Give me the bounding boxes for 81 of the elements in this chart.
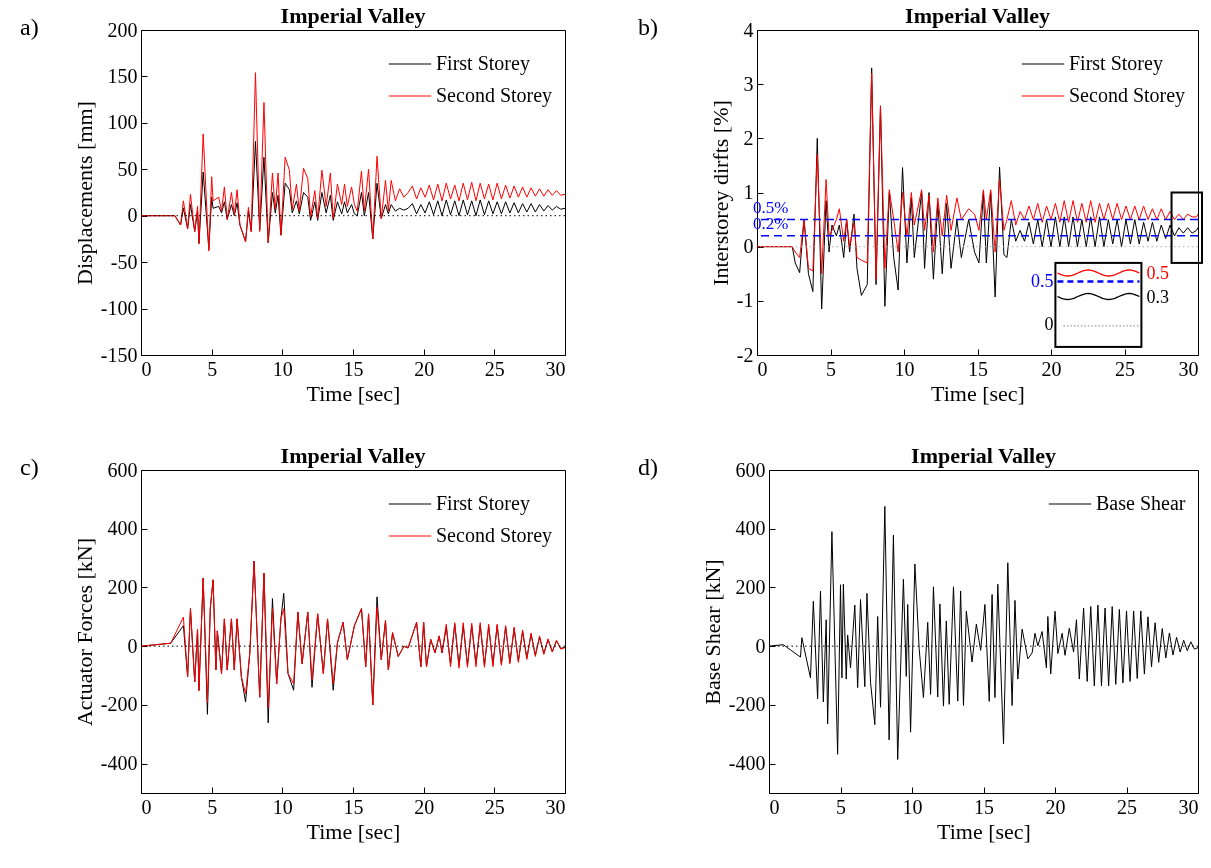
x-tick-label: 15 [974,795,994,818]
legend-label: Second Storey [1069,84,1186,107]
x-axis-title: Time [sec] [306,818,401,844]
y-tick-label: -400 [728,752,766,775]
y-axis-title: Interstorey dirfts [%] [707,100,733,286]
y-tick-label: -200 [100,693,138,716]
x-tick-label: 10 [272,795,293,818]
x-tick-label: 30 [545,795,566,818]
x-tick-label: 5 [826,357,836,380]
y-tick-label: -200 [728,693,766,716]
x-tick-label: 0 [141,795,152,818]
x-tick-label: 20 [1041,357,1062,380]
legend-label: First Storey [436,492,530,515]
y-tick-label: 2 [743,126,754,149]
y-axis-title: Displacements [mm] [71,101,97,285]
y-tick-label: 0 [755,634,766,657]
legend-label: First Storey [1069,52,1163,75]
annotation: 0.5 [1146,262,1169,283]
y-tick-label: -400 [100,752,138,775]
y-tick-label: 4 [743,18,754,41]
text: c) [20,454,39,481]
y-tick-label: 400 [735,517,766,540]
x-axis-title: Time [sec] [931,380,1025,406]
y-tick-label: -2 [736,343,754,366]
y-tick-label: 600 [107,458,138,481]
chart-title: Imperial Valley [280,3,426,28]
y-tick-label: 100 [107,111,138,134]
x-tick-label: 5 [207,357,218,380]
y-tick-label: -100 [100,297,138,320]
y-tick-label: 0 [127,204,138,227]
y-tick-label: -50 [110,250,138,273]
y-tick-label: 3 [743,72,754,95]
chart-title: Imperial Valley [280,443,426,468]
x-axis-title: Time [sec] [306,380,401,406]
legend-label: Second Storey [436,524,553,547]
y-tick-label: 400 [107,517,138,540]
y-tick-label: 0 [127,634,138,657]
text: a) [20,14,39,41]
x-tick-label: 10 [894,357,915,380]
x-tick-label: 15 [343,357,364,380]
y-tick-label: -150 [100,343,138,366]
y-tick-label: 1 [743,181,754,203]
x-tick-label: 5 [207,795,218,818]
x-tick-label: 0 [769,795,780,818]
x-tick-label: 25 [484,357,505,380]
x-tick-label: 5 [836,795,846,818]
x-tick-label: 20 [414,795,435,818]
legend-label: First Storey [436,52,530,75]
y-tick-label: 600 [735,458,766,481]
chart-title: Imperial Valley [905,3,1050,28]
x-tick-label: 10 [902,795,923,818]
y-tick-label: 50 [117,157,138,180]
x-tick-label: 30 [1178,357,1199,380]
x-tick-label: 25 [1117,795,1137,818]
y-axis-title: Actuator Forces [kN] [71,537,97,727]
y-tick-label: 200 [107,575,138,598]
x-tick-label: 20 [1045,795,1066,818]
chart-title: Imperial Valley [911,443,1056,468]
legend-label: Second Storey [436,84,553,107]
text: d) [638,454,658,481]
x-tick-label: 0 [141,357,152,380]
x-tick-label: 30 [545,357,566,380]
y-tick-label: 200 [107,18,138,41]
y-tick-label: 0 [743,235,754,258]
y-tick-label: 200 [735,575,766,598]
annotation: 0 [1044,314,1054,335]
x-tick-label: 25 [484,795,505,818]
x-axis-title: Time [sec] [937,818,1031,844]
legend-label: Base Shear [1096,492,1186,514]
x-tick-label: 15 [968,357,988,380]
annotation: 0.5 [1030,271,1054,292]
y-tick-label: 150 [107,64,138,87]
x-tick-label: 30 [1178,795,1199,818]
text: b) [638,14,658,41]
x-tick-label: 10 [272,357,293,380]
y-tick-label: -1 [736,289,754,312]
x-tick-label: 25 [1115,357,1135,380]
annotation: 0.3 [1146,287,1169,308]
x-tick-label: 20 [414,357,435,380]
x-tick-label: 15 [343,795,364,818]
y-axis-title: Base Shear [kN] [699,559,725,705]
